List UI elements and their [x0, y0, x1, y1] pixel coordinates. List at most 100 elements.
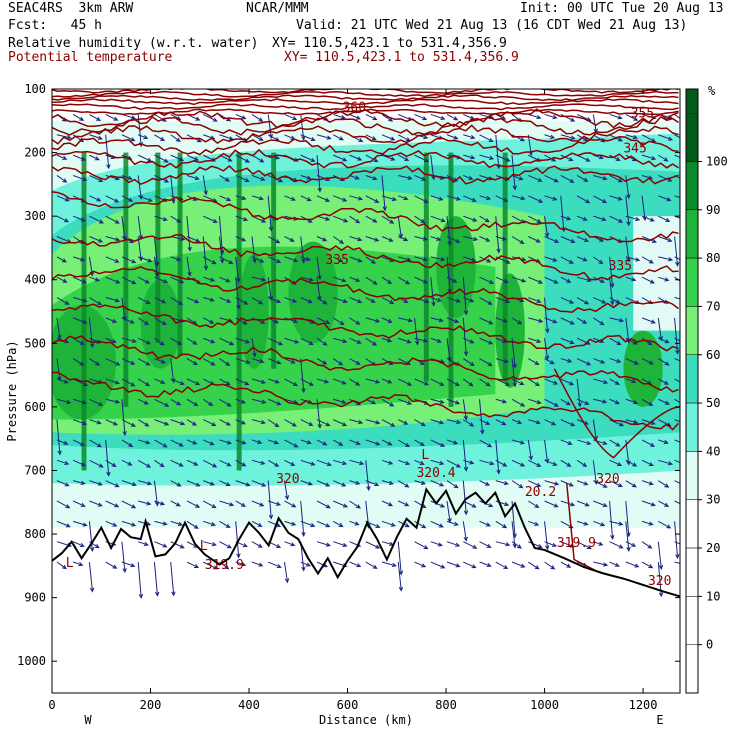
wind-vector	[674, 480, 680, 484]
colorbar-swatch	[685, 596, 699, 645]
wind-vector	[609, 520, 624, 526]
wind-vector	[641, 317, 656, 324]
wind-vector	[544, 236, 560, 243]
wind-vector	[674, 256, 680, 260]
wind-vector	[593, 520, 606, 527]
colorbar-label: 10	[706, 589, 720, 603]
theta-label: 319.9	[557, 536, 596, 551]
wind-vector	[528, 541, 543, 549]
wind-vector	[300, 358, 306, 394]
wind-vector	[560, 358, 573, 363]
wind-vector	[560, 297, 575, 304]
wind-vector	[170, 378, 185, 386]
wind-vector	[365, 113, 378, 121]
wind-vector	[381, 134, 396, 141]
field1-xy: XY= 110.5,423.1 to 531.4,356.9	[272, 36, 507, 51]
wind-vector	[479, 215, 490, 223]
wind-vector	[153, 256, 160, 278]
wind-vector	[300, 480, 313, 486]
wind-vector	[593, 500, 608, 508]
wind-vector	[333, 195, 348, 202]
wind-vector	[381, 398, 395, 407]
center-label: NCAR/MMM	[246, 1, 309, 16]
wind-vector	[381, 195, 397, 202]
wind-vector	[365, 378, 381, 384]
wind-vector	[381, 419, 396, 427]
theta-label: L	[421, 448, 429, 463]
wind-vector	[154, 439, 168, 448]
wind-vector	[202, 256, 217, 265]
wind-vector	[511, 358, 517, 388]
wind-vector	[414, 195, 429, 203]
wind-vector	[430, 215, 446, 223]
theta-label: 320	[596, 472, 619, 487]
colorbar-label: 80	[706, 251, 720, 265]
wind-vector	[511, 155, 517, 191]
wind-vector	[333, 520, 344, 528]
wind-vector	[219, 297, 232, 303]
wind-vector	[300, 154, 316, 162]
wind-vector	[544, 154, 557, 162]
wind-vector	[89, 215, 104, 224]
wind-vector	[462, 399, 468, 421]
wind-vector	[202, 317, 215, 324]
wind-vector	[398, 236, 409, 242]
wind-vector	[316, 317, 331, 324]
wind-vector	[479, 399, 485, 435]
wind-vector	[398, 480, 410, 488]
wind-vector	[186, 459, 199, 466]
wind-vector	[657, 317, 664, 342]
wind-vector	[251, 297, 264, 305]
wind-vector	[349, 297, 363, 304]
wind-vector	[251, 154, 265, 163]
wind-vector	[72, 500, 86, 507]
wind-vector	[544, 297, 550, 334]
wind-vector	[528, 459, 542, 467]
wind-vector	[560, 236, 576, 243]
wind-vector	[251, 520, 263, 527]
wind-vector	[316, 236, 328, 242]
wind-vector	[446, 276, 458, 283]
wind-vector	[137, 317, 150, 326]
wind-vector	[365, 276, 378, 285]
wind-vector	[203, 541, 217, 547]
wind-vector	[89, 134, 103, 140]
wind-vector	[674, 439, 680, 443]
wind-vector	[658, 154, 669, 162]
wind-vector	[73, 561, 84, 567]
wind-vector	[332, 358, 344, 366]
wind-vector	[527, 439, 533, 461]
wind-vector	[430, 439, 446, 447]
wind-vector	[576, 520, 589, 526]
wind-vector	[186, 500, 201, 508]
colorbar-frame	[685, 88, 699, 694]
wind-vector	[495, 236, 507, 241]
wind-vector	[511, 439, 526, 445]
wind-vector	[430, 277, 436, 307]
wind-vector	[609, 480, 624, 488]
wind-vector	[105, 256, 120, 263]
wind-vector	[495, 358, 510, 364]
wind-vector	[105, 419, 119, 426]
wind-vector	[576, 358, 592, 366]
wind-vector	[332, 317, 345, 326]
wind-vector	[398, 195, 409, 201]
wind-vector	[528, 520, 540, 526]
x-tick-label: 600	[337, 698, 359, 712]
wind-vector	[625, 113, 639, 121]
wind-vector	[56, 378, 69, 384]
wind-vector	[333, 113, 346, 120]
wind-vector	[154, 500, 166, 506]
wind-vector	[56, 520, 71, 528]
wind-vector	[316, 561, 329, 568]
wind-vector	[137, 378, 151, 387]
wind-vector	[462, 439, 469, 472]
wind-vector	[203, 480, 216, 486]
wind-vector	[284, 236, 295, 242]
wind-vector	[73, 520, 88, 527]
wind-vector	[414, 520, 427, 529]
wind-vector	[381, 500, 394, 507]
wind-vector	[235, 195, 247, 201]
wind-vector	[121, 337, 137, 343]
